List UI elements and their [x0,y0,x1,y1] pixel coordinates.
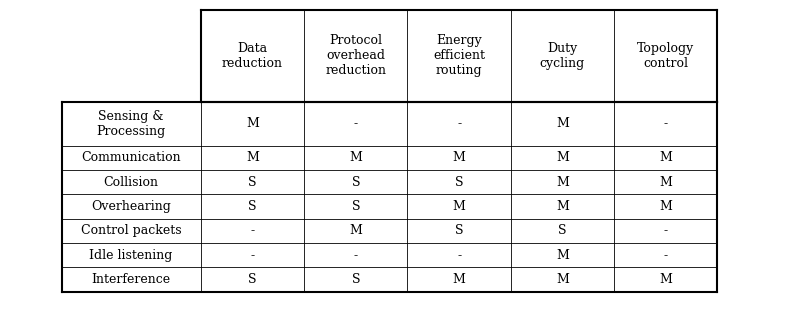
Text: S: S [248,273,257,286]
Text: Energy
efficient
routing: Energy efficient routing [433,34,485,77]
Text: M: M [556,176,569,189]
Text: S: S [455,176,463,189]
Text: M: M [556,151,569,165]
Text: M: M [452,200,466,213]
Text: M: M [659,200,673,213]
Text: -: - [354,249,358,262]
Text: M: M [556,273,569,286]
Text: Data
reduction: Data reduction [222,42,283,70]
Text: S: S [455,224,463,237]
Text: M: M [556,200,569,213]
Text: S: S [351,200,360,213]
Text: S: S [248,176,257,189]
Text: S: S [248,200,257,213]
Text: -: - [457,117,461,131]
Text: Sensing &
Processing: Sensing & Processing [96,110,166,138]
Text: -: - [664,224,668,237]
Text: Protocol
overhead
reduction: Protocol overhead reduction [325,34,386,77]
Text: M: M [556,117,569,131]
Text: S: S [351,176,360,189]
Text: Topology
control: Topology control [637,42,695,70]
Text: Duty
cycling: Duty cycling [540,42,585,70]
Text: M: M [246,117,259,131]
Text: M: M [349,151,363,165]
Text: -: - [664,117,668,131]
Text: M: M [246,151,259,165]
Text: M: M [349,224,363,237]
Text: -: - [250,249,254,262]
Text: S: S [558,224,567,237]
Text: -: - [250,224,254,237]
Text: M: M [556,249,569,262]
Text: Idle listening: Idle listening [90,249,173,262]
Text: Interference: Interference [91,273,171,286]
Text: Overhearing: Overhearing [91,200,171,213]
Text: M: M [659,273,673,286]
Text: Control packets: Control packets [81,224,181,237]
Text: M: M [452,151,466,165]
Text: S: S [351,273,360,286]
Text: -: - [354,117,358,131]
Text: M: M [659,176,673,189]
Text: -: - [457,249,461,262]
Text: M: M [659,151,673,165]
Text: Communication: Communication [81,151,181,165]
Text: Collision: Collision [103,176,159,189]
Text: -: - [664,249,668,262]
Text: M: M [452,273,466,286]
